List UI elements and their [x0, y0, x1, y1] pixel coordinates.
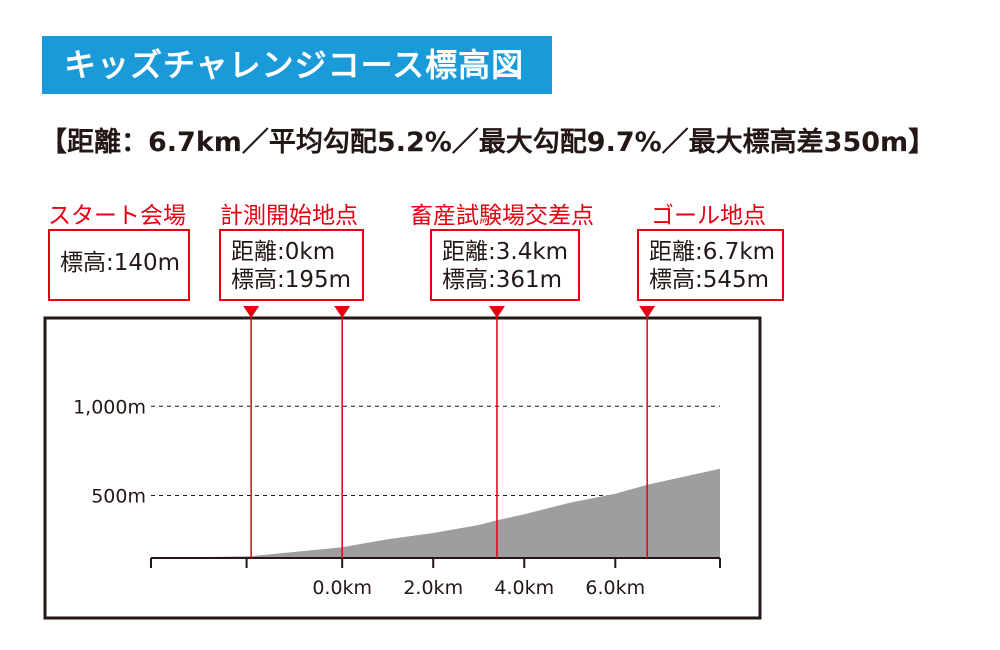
info-line: 距離:0km — [231, 239, 336, 265]
point-marker-triangle — [334, 306, 351, 318]
info-box-timing-start: 距離:0km 標高:195m — [219, 229, 364, 301]
y-tick-label: 1,000m — [73, 396, 146, 418]
x-tick-label: 6.0km — [585, 577, 645, 599]
point-marker-triangle — [243, 306, 260, 318]
info-box-start: 標高:140m — [48, 229, 190, 301]
info-line: 距離:6.7km — [649, 239, 776, 265]
info-box-goal: 距離:6.7km 標高:545m — [637, 229, 784, 301]
point-label-intersection: 畜産試験場交差点 — [410, 203, 594, 229]
chart-title: キッズチャレンジコース標高図 — [42, 36, 552, 94]
x-tick-label: 2.0km — [403, 577, 463, 599]
point-label-start: スタート会場 — [48, 203, 186, 229]
point-label-goal: ゴール地点 — [651, 203, 766, 229]
x-tick-label: 0.0km — [312, 577, 372, 599]
x-tick-label: 4.0km — [494, 577, 554, 599]
info-line: 標高:195m — [231, 267, 352, 293]
point-marker-triangle — [488, 306, 505, 318]
info-line: 標高:545m — [649, 267, 770, 293]
chart-frame — [43, 316, 762, 620]
info-line: 距離:3.4km — [442, 239, 569, 265]
point-label-timing-start: 計測開始地点 — [220, 203, 358, 229]
info-line: 標高:361m — [442, 267, 563, 293]
point-marker-triangle — [639, 306, 656, 318]
elevation-area — [151, 468, 720, 558]
info-line: 標高:140m — [60, 250, 181, 276]
course-summary: 【距離：6.7km／平均勾配5.2%／最大勾配9.7%／最大標高差350m】 — [40, 127, 936, 158]
info-box-intersection: 距離:3.4km 標高:361m — [430, 229, 580, 301]
y-tick-label: 500m — [91, 486, 146, 508]
